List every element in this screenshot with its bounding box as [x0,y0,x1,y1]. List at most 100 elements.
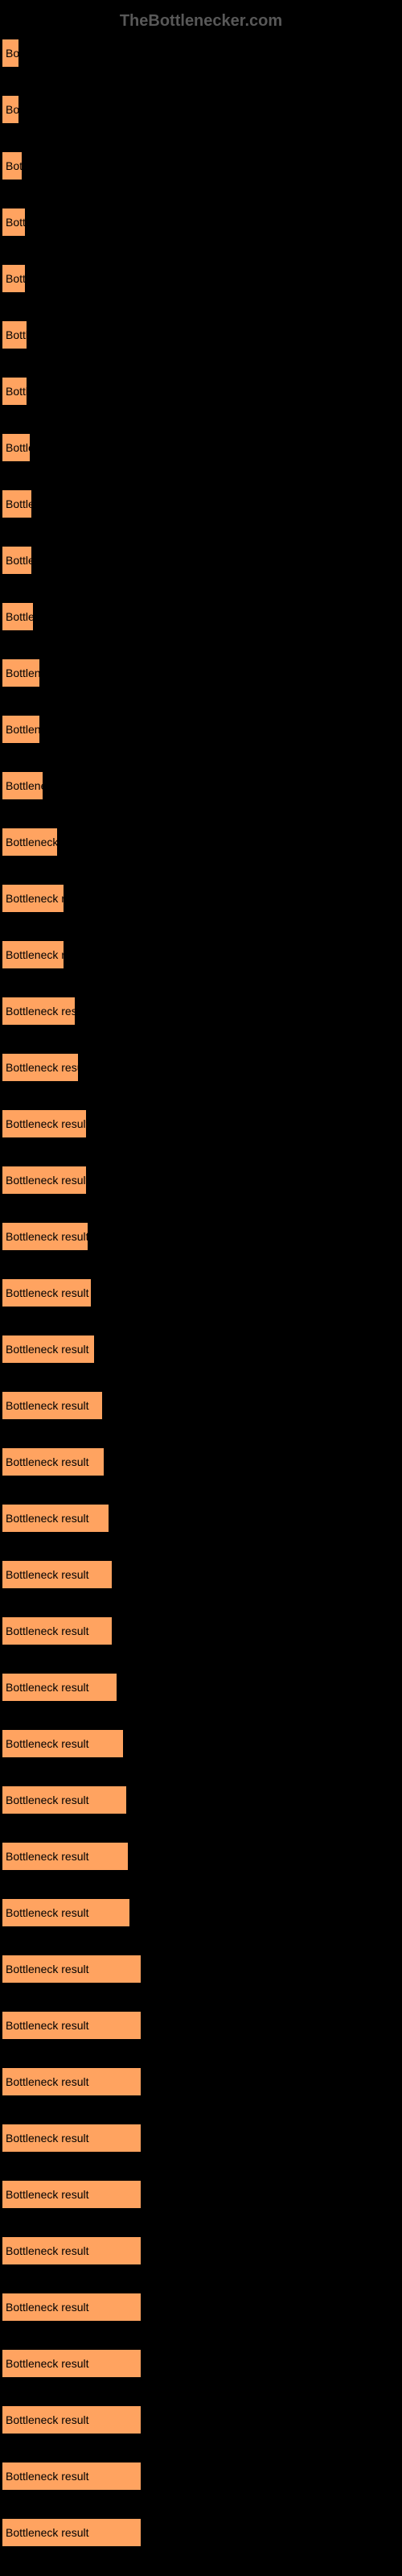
bar-row: Bottleneck result [2,658,402,687]
bar-row: Bottleneck result [2,39,402,68]
bar-row: Bottleneck result [2,1391,402,1420]
bar: Bottleneck result [2,433,31,462]
bar: Bottleneck result [2,997,76,1026]
bar-row: Bottleneck result [2,828,402,857]
watermark-text: TheBottlenecker.com [0,12,402,31]
bar-label: Bottleneck result [6,1230,88,1243]
bar-row: Bottleneck result [2,2349,402,2378]
bar-row: Bottleneck result [2,2405,402,2434]
bar-row: Bottleneck result [2,1109,402,1138]
bar-label: Bottleneck result [6,1005,76,1018]
bar: Bottleneck result [2,1053,79,1082]
bar-label: Bottleneck result [6,1343,89,1356]
bar: Bottleneck result [2,1222,88,1251]
bar-label: Bottleneck result [6,441,31,454]
bar: Bottleneck result [2,1391,103,1420]
bar-label: Bottleneck result [6,892,64,905]
bar-row: Bottleneck result [2,208,402,237]
bar-label: Bottleneck result [6,2188,89,2201]
bar-label: Bottleneck result [6,1117,87,1130]
bar: Bottleneck result [2,1729,124,1758]
bar-row: Bottleneck result [2,2124,402,2153]
bar-label: Bottleneck result [6,2413,89,2426]
bar-label: Bottleneck result [6,779,43,792]
bar-row: Bottleneck result [2,1785,402,1814]
bar: Bottleneck result [2,2011,142,2040]
bar-label: Bottleneck result [6,836,58,848]
bar-row: Bottleneck result [2,884,402,913]
bar-row: Bottleneck result [2,940,402,969]
bar: Bottleneck result [2,320,27,349]
bar-row: Bottleneck result [2,433,402,462]
bar: Bottleneck result [2,2518,142,2547]
bar: Bottleneck result [2,2180,142,2209]
bar: Bottleneck result [2,1335,95,1364]
bar: Bottleneck result [2,658,40,687]
bar-row: Bottleneck result [2,151,402,180]
bar-label: Bottleneck result [6,328,27,341]
bar-row: Bottleneck result [2,2011,402,2040]
bar: Bottleneck result [2,39,19,68]
bar: Bottleneck result [2,1447,105,1476]
bar: Bottleneck result [2,2124,142,2153]
bar-label: Bottleneck result [6,948,64,961]
bar-row: Bottleneck result [2,546,402,575]
bar-chart: Bottleneck result Bottleneck result Bottle… [0,39,402,2547]
bar-row: Bottleneck result [2,320,402,349]
bar-label: Bottleneck result [6,497,32,510]
bar-row: Bottleneck result [2,771,402,800]
bar-label: Bottleneck result [6,554,32,567]
bar-label: Bottleneck result [6,1737,89,1750]
bar-row: Bottleneck result [2,2236,402,2265]
bar-label: Bottleneck result [6,2526,89,2539]
bar: Bottleneck result [2,1785,127,1814]
bar-row: Bottleneck result [2,1673,402,1702]
bar: Bottleneck result [2,1166,87,1195]
bar: Bottleneck result [2,884,64,913]
bar-row: Bottleneck result [2,1898,402,1927]
bar-row: Bottleneck result [2,1616,402,1645]
bar: Bottleneck result [2,2293,142,2322]
bar-label: Bottleneck result [6,103,19,116]
bar-row: Bottleneck result [2,1955,402,1984]
bar-label: Bottleneck result [6,2470,89,2483]
bar: Bottleneck result [2,2067,142,2096]
bar-label: Bottleneck result [6,1399,89,1412]
bar-row: Bottleneck result [2,1560,402,1589]
bar-label: Bottleneck result [6,2357,89,2370]
bar-row: Bottleneck result [2,1447,402,1476]
bar: Bottleneck result [2,1109,87,1138]
bar: Bottleneck result [2,1842,129,1871]
bar-label: Bottleneck result [6,216,26,229]
bar-row: Bottleneck result [2,489,402,518]
bar-label: Bottleneck result [6,2244,89,2257]
bar: Bottleneck result [2,1504,109,1533]
bar-row: Bottleneck result [2,2180,402,2209]
bar-label: Bottleneck result [6,1286,89,1299]
bar-label: Bottleneck result [6,1568,89,1581]
bar-label: Bottleneck result [6,1061,79,1074]
bar-label: Bottleneck result [6,2019,89,2032]
bar: Bottleneck result [2,377,27,406]
bar-label: Bottleneck result [6,1174,87,1187]
bar: Bottleneck result [2,828,58,857]
bar: Bottleneck result [2,1560,113,1589]
bar: Bottleneck result [2,602,34,631]
bar-label: Bottleneck result [6,159,23,172]
bar-label: Bottleneck result [6,2132,89,2145]
bar-label: Bottleneck result [6,667,40,679]
bar: Bottleneck result [2,940,64,969]
bar: Bottleneck result [2,2236,142,2265]
bar: Bottleneck result [2,2405,142,2434]
bar-row: Bottleneck result [2,95,402,124]
bar: Bottleneck result [2,546,32,575]
bar-label: Bottleneck result [6,610,34,623]
bar-row: Bottleneck result [2,602,402,631]
bar-label: Bottleneck result [6,385,27,398]
bar-row: Bottleneck result [2,2067,402,2096]
bar-label: Bottleneck result [6,1512,89,1525]
bar-row: Bottleneck result [2,1278,402,1307]
bar-row: Bottleneck result [2,997,402,1026]
bar-label: Bottleneck result [6,1963,89,1975]
bar: Bottleneck result [2,264,26,293]
